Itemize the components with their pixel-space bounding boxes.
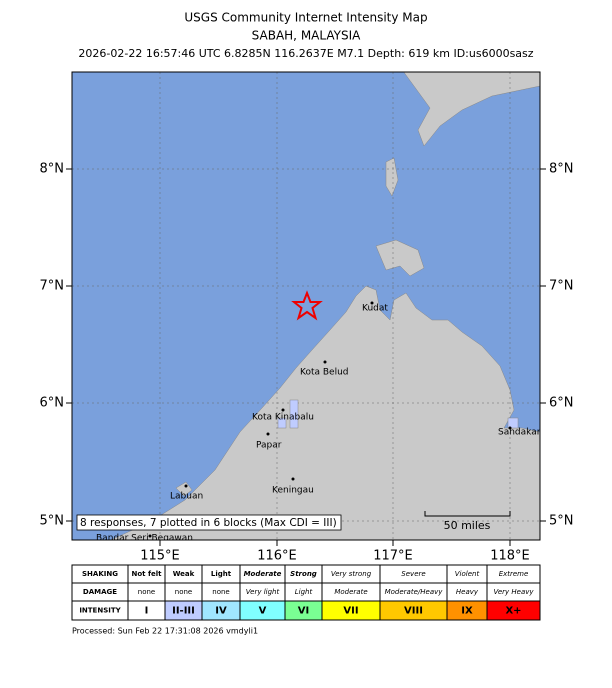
- place: Sandakan: [498, 428, 542, 438]
- legend-cell-text: Moderate/Heavy: [385, 588, 444, 596]
- place: Kota Kinabalu: [252, 413, 314, 423]
- legend-cell-text: II-III: [172, 606, 195, 617]
- legend-cell-text: Strong: [290, 570, 317, 578]
- cdi-block: [289, 399, 299, 429]
- lat-label: 6°N: [40, 396, 65, 411]
- title: USGS Community Internet Intensity Map: [184, 11, 427, 25]
- legend-cell-text: V: [259, 606, 267, 617]
- lat-label: 8°N: [40, 162, 65, 177]
- legend-cell-text: VI: [298, 606, 309, 617]
- legend-row-label: INTENSITY: [79, 607, 121, 615]
- axis-labels: 8°N 8°N 7°N 7°N 6°N 6°N 5°N 5°N 115°E 116°E 117°E 1…: [40, 162, 574, 564]
- graticule: [72, 72, 540, 540]
- legend-cell-text: VII: [343, 606, 358, 617]
- legend: SHAKING Not felt Weak Light Moderate Strong Ve…: [71, 564, 541, 621]
- land: [110, 285, 540, 540]
- responses-note: 8 responses, 7 plotted in 6 blocks (Max …: [80, 517, 337, 529]
- lon-label: 115°E: [140, 549, 180, 564]
- legend-cell-text: Moderate: [334, 588, 367, 596]
- legend-row-label: DAMAGE: [83, 588, 117, 596]
- place: Kudat: [362, 304, 388, 314]
- island: [403, 72, 540, 147]
- legend-cell-text: IV: [215, 606, 227, 617]
- legend-cell-text: VIII: [404, 606, 423, 617]
- cdi-block: [277, 417, 287, 429]
- island: [375, 239, 425, 277]
- lon-label: 118°E: [490, 549, 530, 564]
- legend-cell: [486, 600, 541, 621]
- event-info: 2026-02-22 16:57:46 UTC 6.8285N 116.2637…: [78, 47, 533, 60]
- lat-label: 5°N: [40, 514, 65, 529]
- legend-cell-text: Weak: [173, 570, 195, 578]
- legend-cell-text: Violent: [455, 570, 480, 578]
- legend-cell-text: Moderate: [244, 570, 282, 578]
- place: Bandar Seri Begawan: [96, 534, 193, 544]
- legend-cell-text: I: [145, 606, 149, 617]
- legend-cell-text: Very Heavy: [493, 588, 534, 596]
- legend-cell-text: X+: [505, 606, 521, 617]
- legend-row-label: SHAKING: [82, 570, 118, 578]
- legend-cell-text: none: [212, 588, 229, 596]
- place: Keningau: [272, 486, 314, 496]
- responses-box: [76, 514, 342, 531]
- legend-cell-text: Heavy: [456, 588, 479, 596]
- legend-cell-text: Extreme: [499, 570, 529, 578]
- lon-label: 116°E: [257, 549, 297, 564]
- scale-bar: [424, 511, 511, 517]
- scale-label: 50 miles: [444, 519, 491, 532]
- legend-cell-text: Severe: [401, 570, 425, 578]
- legend-cell-text: Very strong: [331, 570, 372, 578]
- map: Kudat Kota Belud Kota Kinabalu Papar Ken…: [72, 72, 542, 544]
- legend-cell-text: IX: [461, 606, 473, 617]
- legend-cell-text: Very light: [246, 588, 280, 596]
- lat-label: 8°N: [549, 162, 574, 177]
- island: [175, 481, 193, 497]
- lat-label: 7°N: [40, 279, 65, 294]
- lat-label: 6°N: [549, 396, 574, 411]
- epicenter: [291, 290, 323, 321]
- legend-cell-text: none: [175, 588, 192, 596]
- legend-cell-text: Light: [211, 570, 232, 578]
- place-dots: [148, 301, 512, 538]
- place: Kota Belud: [300, 368, 349, 378]
- place: Labuan: [170, 492, 203, 502]
- island: [385, 157, 399, 197]
- lat-label: 7°N: [549, 279, 574, 294]
- footer: Processed: Sun Feb 22 17:31:08 2026 vmdy…: [72, 627, 258, 636]
- legend-cell-text: Not felt: [132, 570, 163, 578]
- legend-cell-text: Light: [295, 588, 313, 596]
- subtitle: SABAH, MALAYSIA: [252, 29, 361, 43]
- cdi-block: [507, 417, 519, 429]
- lon-label: 117°E: [373, 549, 413, 564]
- map-frame: [71, 71, 541, 541]
- legend-cell-text: none: [138, 588, 155, 596]
- lat-label: 5°N: [549, 514, 574, 529]
- place: Papar: [256, 441, 282, 451]
